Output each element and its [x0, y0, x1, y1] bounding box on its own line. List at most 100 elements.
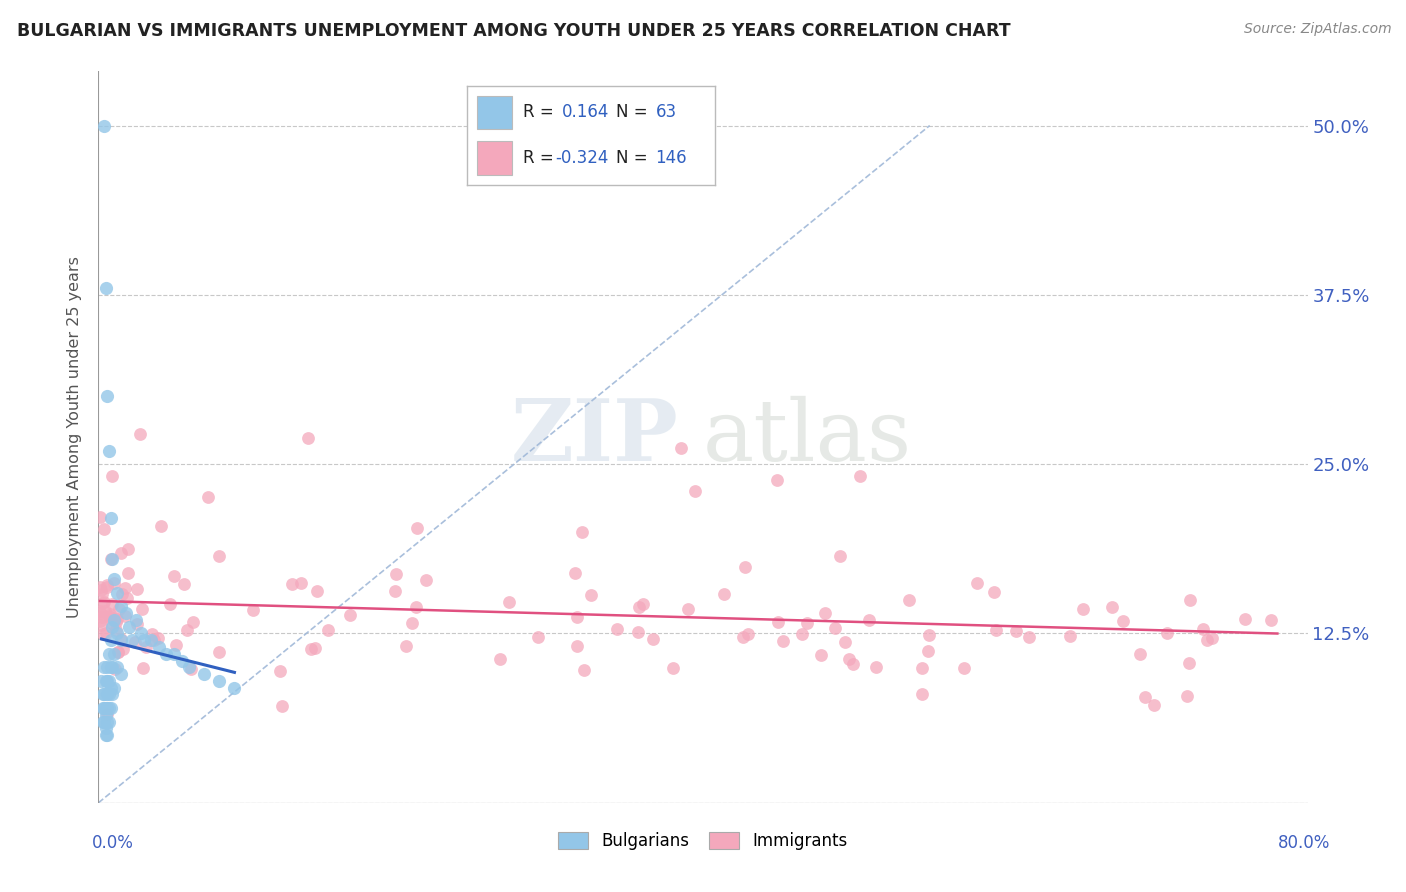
Point [676, 602, 699, 616]
Point [149, 519, 172, 533]
Point [90, 610, 112, 624]
Point [118, 620, 141, 634]
Point [94, 281, 117, 295]
Point [90, 617, 112, 632]
Point [842, 657, 865, 671]
Point [104, 662, 127, 676]
Point [107, 644, 129, 658]
Point [181, 615, 204, 629]
Point [100, 633, 122, 648]
Point [90, 673, 112, 688]
Point [111, 642, 134, 657]
Point [91, 627, 114, 641]
Point [917, 643, 939, 657]
Point [299, 641, 322, 656]
Point [953, 660, 976, 674]
Point [117, 566, 139, 580]
Point [713, 587, 735, 601]
Point [641, 632, 664, 647]
Point [96, 728, 118, 742]
Text: 80.0%: 80.0% [1278, 834, 1330, 852]
Point [114, 606, 136, 620]
Point [94, 701, 117, 715]
Point [93, 595, 115, 609]
Point [98, 673, 121, 688]
Point [108, 602, 131, 616]
Point [838, 652, 860, 666]
Point [242, 602, 264, 616]
Point [281, 577, 304, 591]
Point [91, 688, 114, 702]
Point [1129, 647, 1152, 661]
Point [93, 688, 115, 702]
Point [1195, 632, 1218, 647]
Text: atlas: atlas [703, 395, 912, 479]
Point [155, 647, 177, 661]
Point [94, 626, 117, 640]
Point [148, 640, 170, 654]
Point [765, 473, 787, 487]
Point [121, 633, 143, 648]
Point [93, 119, 115, 133]
Point [163, 569, 186, 583]
Point [1135, 690, 1157, 704]
Point [305, 584, 328, 599]
Point [197, 490, 219, 504]
Point [110, 599, 132, 614]
Point [385, 566, 408, 581]
Point [897, 593, 920, 607]
Point [1018, 630, 1040, 644]
Point [766, 615, 789, 630]
Point [96, 714, 118, 729]
Point [498, 595, 520, 609]
Point [384, 583, 406, 598]
Point [93, 660, 115, 674]
Point [98, 688, 121, 702]
Point [89, 614, 111, 628]
Point [94, 604, 117, 618]
Point [96, 389, 118, 403]
Point [269, 664, 291, 678]
Point [129, 626, 152, 640]
Point [89, 510, 111, 524]
Point [98, 647, 121, 661]
Point [141, 633, 163, 648]
Point [114, 581, 136, 595]
Point [101, 688, 124, 702]
Point [105, 586, 128, 600]
Point [1101, 599, 1123, 614]
Point [304, 640, 326, 655]
Point [135, 640, 157, 654]
Point [316, 623, 339, 637]
Point [565, 610, 588, 624]
Point [94, 728, 117, 742]
Point [208, 673, 231, 688]
Point [125, 582, 148, 596]
Point [101, 620, 124, 634]
Point [772, 633, 794, 648]
Point [103, 647, 125, 661]
Point [406, 521, 429, 535]
Point [91, 701, 114, 715]
Legend: Bulgarians, Immigrants: Bulgarians, Immigrants [551, 825, 855, 856]
Point [94, 707, 117, 722]
Point [90, 587, 112, 601]
Point [117, 541, 139, 556]
Point [89, 604, 111, 618]
Point [415, 573, 437, 587]
Point [143, 632, 166, 647]
Point [125, 613, 148, 627]
Point [339, 607, 361, 622]
Point [224, 681, 246, 695]
Point [165, 638, 187, 652]
Point [1191, 622, 1213, 636]
Point [631, 597, 654, 611]
Point [810, 648, 832, 663]
Point [105, 612, 128, 626]
Point [297, 431, 319, 445]
Point [100, 701, 122, 715]
Point [100, 660, 122, 674]
Point [627, 599, 650, 614]
Point [731, 630, 754, 644]
Point [93, 701, 115, 715]
